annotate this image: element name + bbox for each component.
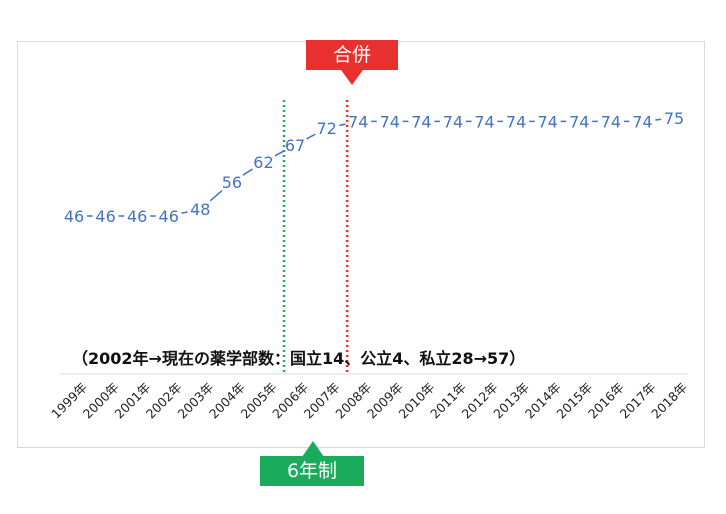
merger-arrow-icon [341,70,363,85]
data-label: 74 [506,112,526,131]
data-label: 74 [538,112,558,131]
series-segment [242,168,253,176]
data-label: 74 [348,112,368,131]
series-segment [181,211,188,215]
data-label: 74 [632,112,652,131]
data-label: 74 [601,112,621,131]
data-label: 48 [190,200,210,219]
data-label: 56 [222,173,242,192]
data-label: 62 [253,153,273,172]
series-segment [339,123,346,127]
data-label: 46 [127,207,147,226]
data-label: 74 [443,112,463,131]
merger-label: 合併 [306,40,398,70]
series-segment [209,190,223,202]
data-label: 46 [95,207,115,226]
six-year-arrow-icon [302,441,324,457]
x-tick-label: 2018年 [648,380,690,422]
data-label: 46 [159,207,179,226]
data-label: 67 [285,136,305,155]
series-segment [306,133,316,140]
series-segment [655,118,662,121]
chart-annotation: （2002年→現在の薬学部数：国立14、公立4、私立28→57） [72,349,525,368]
data-label: 75 [664,109,684,128]
data-label: 74 [411,112,431,131]
data-label: 74 [569,112,589,131]
data-label: 72 [316,119,336,138]
six-year-system-label: 6年制 [260,456,364,486]
series-segment [274,150,284,157]
data-label: 46 [64,207,84,226]
data-label: 74 [474,112,494,131]
data-label: 74 [380,112,400,131]
